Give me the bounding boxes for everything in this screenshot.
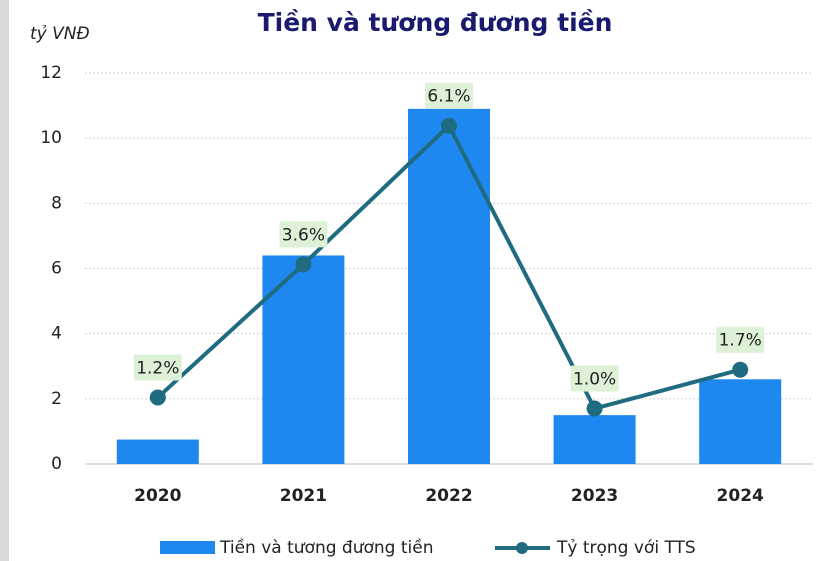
legend-label: Tỷ trọng với TTS (556, 538, 696, 558)
line-point (586, 400, 603, 417)
x-tick-label: 2020 (134, 486, 181, 506)
data-label: 1.7% (719, 331, 762, 351)
line-point (732, 361, 749, 378)
line-point (149, 389, 166, 406)
x-tick-label: 2024 (717, 486, 764, 506)
bar (553, 415, 636, 464)
line-point (441, 117, 457, 134)
chart-title: Tiền và tương đương tiền (258, 8, 613, 37)
data-label: 1.2% (136, 358, 179, 378)
y-tick-label: 6 (51, 259, 62, 279)
bar (699, 379, 782, 464)
y-tick-label: 4 (51, 324, 62, 344)
x-tick-label: 2023 (571, 486, 618, 506)
bar (262, 255, 345, 464)
x-tick-label: 2021 (280, 486, 327, 506)
legend-swatch (160, 541, 215, 554)
data-label-box (425, 82, 473, 109)
y-tick-label: 0 (51, 454, 62, 474)
y-tick-label: 12 (40, 63, 62, 83)
line-point (295, 256, 312, 273)
legend-label: Tiền và tương đương tiền (219, 537, 433, 558)
y-tick-label: 8 (51, 193, 62, 213)
data-label: 6.1% (427, 87, 470, 107)
data-label-box (133, 354, 182, 381)
y-axis-label: tỷ VNĐ (30, 24, 90, 44)
data-label-box (279, 221, 328, 248)
y-tick-label: 10 (40, 128, 62, 148)
bar (116, 439, 199, 464)
data-label: 3.6% (282, 225, 325, 245)
left-border (0, 0, 9, 561)
data-label-box (716, 326, 765, 353)
legend-swatch-point (516, 542, 528, 554)
bar (408, 108, 490, 464)
y-tick-label: 2 (51, 389, 62, 409)
data-label: 1.0% (573, 370, 616, 390)
data-label-box (570, 365, 619, 392)
x-tick-label: 2022 (425, 486, 472, 506)
